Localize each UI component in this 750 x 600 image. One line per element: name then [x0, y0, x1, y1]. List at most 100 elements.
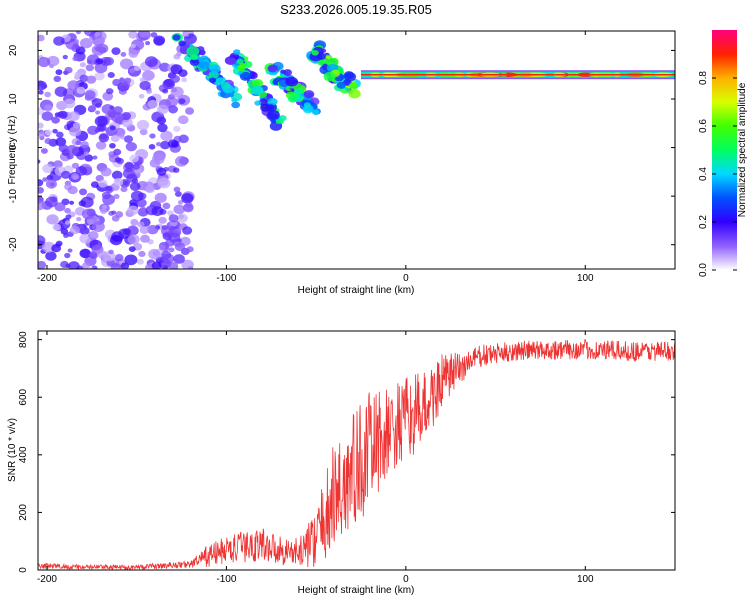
- spectrogram-blob: [148, 248, 161, 260]
- spectrogram-ytick-label: -10: [8, 188, 19, 203]
- spectrogram-blob: [38, 131, 46, 138]
- snr-ytick-label: 400: [18, 446, 29, 463]
- spectrogram-blob: [109, 125, 116, 131]
- spectrogram-blob: [129, 182, 141, 191]
- spectrogram-blob: [183, 32, 189, 37]
- spectrogram-xtick-label: 100: [577, 273, 594, 284]
- spectrogram-blob: [120, 52, 127, 57]
- spectrogram-streak-blob: [172, 34, 181, 41]
- spectrogram-blob: [167, 139, 178, 148]
- spectrogram-blob: [130, 43, 136, 49]
- spectrogram-streak-blob: [267, 104, 275, 110]
- spectrogram-blob: [170, 86, 184, 98]
- spectrogram-blob: [85, 64, 95, 72]
- spectrogram-blob: [72, 174, 79, 180]
- spectrogram-blob: [102, 204, 108, 210]
- spectrogram-blob: [168, 262, 179, 269]
- spectrogram-streak-blob: [303, 102, 311, 108]
- spectrogram-ytick-label: 10: [8, 93, 19, 105]
- spectrogram-blob: [94, 115, 108, 127]
- spectrogram-blob: [168, 226, 182, 238]
- spectrogram-blob: [95, 58, 104, 65]
- spectrogram-blob: [86, 59, 93, 65]
- spectrogram-blob: [170, 74, 181, 83]
- spectrogram-blob: [124, 254, 138, 266]
- spectrogram-blob: [63, 98, 76, 109]
- spectrogram-streak-blob: [267, 97, 278, 106]
- spectrogram-blob: [136, 258, 144, 265]
- spectrogram-blob: [110, 234, 123, 246]
- spectrogram-blob: [168, 214, 179, 223]
- spectrogram-blob: [44, 91, 51, 98]
- spectrogram-blob: [127, 205, 139, 216]
- spectrogram-blob: [38, 56, 51, 68]
- spectrogram-blob: [148, 144, 156, 150]
- spectrogram-streak-blob: [186, 46, 200, 57]
- spectrogram-streak-blob: [302, 105, 314, 114]
- spectrogram-blob: [123, 77, 132, 84]
- spectrogram-blob: [79, 188, 88, 196]
- spectrogram-blob: [132, 163, 140, 170]
- colorbar-tick-label: 0.2: [698, 215, 709, 229]
- spectrogram-blob: [122, 228, 131, 235]
- spectrogram-blob: [54, 202, 66, 212]
- spectrogram-blob: [83, 151, 90, 156]
- spectrogram-streak-blob: [270, 119, 276, 124]
- spectrogram-blob: [128, 31, 138, 39]
- spectrogram-blob: [53, 36, 65, 46]
- spectrogram-blob: [75, 166, 88, 176]
- colorbar-label: Normalized spectral amplitude: [737, 82, 748, 217]
- spectrogram-blob: [115, 211, 124, 218]
- spectrogram-blob: [38, 186, 44, 194]
- spectrogram-blob: [67, 80, 80, 91]
- spectrogram-streak-blob: [189, 58, 200, 66]
- spectrogram-blob: [181, 193, 194, 204]
- spectrogram-blob: [42, 163, 54, 174]
- spectrogram-streak-blob: [233, 49, 241, 55]
- spectrogram-blob: [119, 134, 126, 140]
- spectrogram-streak-blob: [293, 88, 302, 95]
- spectrogram-streak-blob: [323, 71, 336, 82]
- spectrogram-streak-blob: [285, 76, 299, 87]
- spectrogram-blob: [139, 225, 150, 235]
- spectrogram-blob: [54, 86, 68, 97]
- spectrogram-blob: [53, 75, 62, 83]
- spectrogram-blob: [112, 78, 122, 87]
- spectrogram-blob: [60, 260, 69, 269]
- spectrogram-blob: [154, 192, 167, 203]
- spectrogram-blob: [176, 51, 182, 57]
- spectrogram-blob: [98, 133, 110, 143]
- spectrogram-blob: [139, 77, 145, 82]
- spectrogram-blob: [146, 89, 153, 94]
- spectrogram-blob: [38, 34, 45, 42]
- spectrogram-blob: [109, 105, 115, 110]
- snr-ytick-label: 200: [18, 504, 29, 521]
- spectrogram-blob: [92, 155, 98, 160]
- colorbar-tick-label: 0.8: [698, 71, 709, 85]
- spectrogram-blob: [38, 122, 44, 129]
- spectrogram-blob: [42, 177, 48, 182]
- spectrogram-blob: [87, 125, 99, 135]
- spectrogram-blob: [118, 85, 127, 92]
- spectrogram-blob: [181, 259, 194, 269]
- spectrogram-blob: [119, 58, 134, 70]
- snr-ytick-label: 600: [18, 388, 29, 405]
- spectrogram-blob: [158, 216, 167, 224]
- spectrogram-ytick-label: -20: [8, 237, 19, 252]
- spectrogram-blob: [132, 178, 139, 184]
- spectrogram-blob: [66, 144, 78, 154]
- spectrogram-blob: [172, 167, 180, 173]
- spectrogram-blob: [133, 65, 141, 71]
- spectrogram-region-2: [224, 49, 287, 131]
- spectrogram-blob: [38, 179, 44, 187]
- spectrogram-blob: [138, 250, 146, 258]
- spectrogram-blob: [72, 56, 79, 62]
- spectrogram-blob: [84, 31, 96, 37]
- spectrogram-blob: [79, 74, 89, 83]
- spectrogram-blob: [129, 68, 135, 73]
- spectrogram-blob: [159, 62, 171, 72]
- spectrogram-blob: [51, 116, 60, 124]
- snr-ytick-label: 800: [18, 331, 29, 348]
- spectrogram-streak-blob: [231, 101, 241, 109]
- spectrogram-blob: [157, 123, 168, 133]
